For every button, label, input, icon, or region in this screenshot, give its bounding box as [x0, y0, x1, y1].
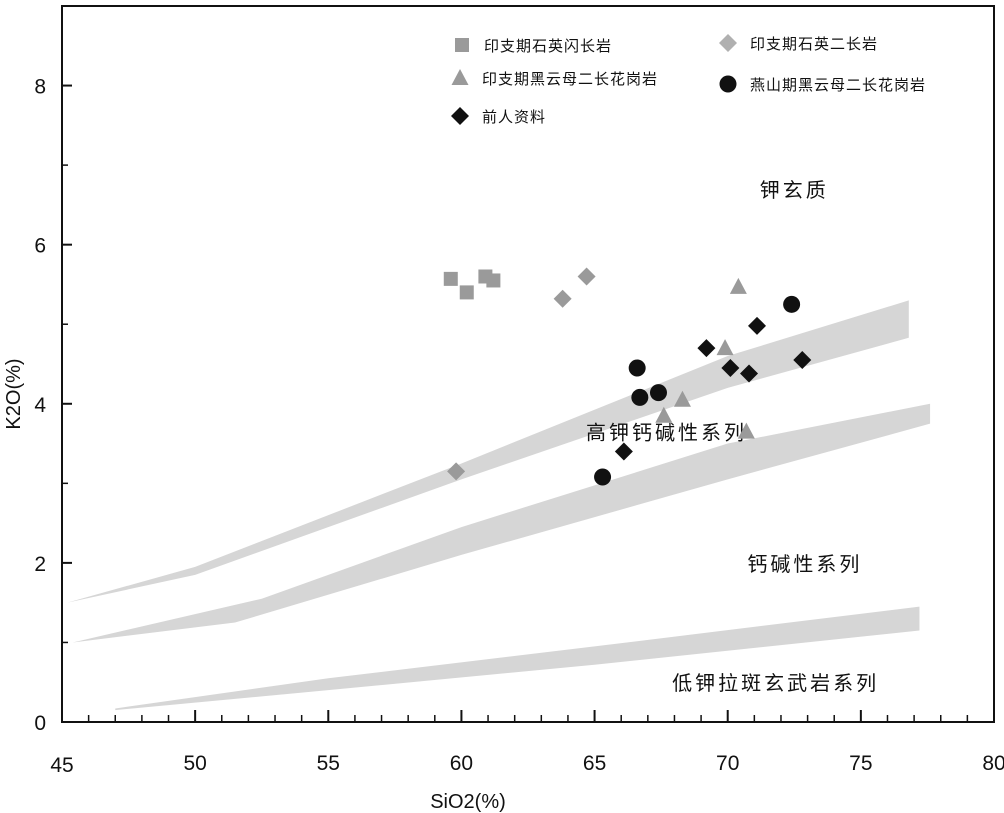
x-tick-label: 60 [450, 752, 473, 775]
data-point-series-1 [459, 285, 474, 300]
x-axis-title: SiO2(%) [430, 791, 506, 813]
data-point-series-3 [737, 422, 755, 439]
y-tick-label: 6 [34, 235, 46, 258]
data-points [443, 267, 812, 486]
data-point-series-3 [729, 277, 747, 294]
x-tick-label: 45 [50, 754, 73, 777]
data-point-series-2 [553, 289, 572, 308]
plot-frame [61, 5, 995, 723]
data-point-series-5 [740, 364, 759, 383]
legend-label: 印支期石英二长岩 [750, 35, 878, 53]
x-tick-label: 75 [849, 752, 872, 775]
boundary-band-1 [67, 300, 909, 603]
data-point-series-5 [721, 358, 740, 377]
boundary-band-2 [72, 403, 931, 643]
data-point-series-2 [577, 267, 596, 286]
y-tick-label: 2 [34, 553, 46, 576]
boundary-band-3 [115, 606, 920, 711]
data-point-series-5 [614, 442, 633, 461]
region-label: 高钾钙碱性系列 [586, 421, 747, 445]
data-point-series-5 [697, 339, 716, 358]
data-point-series-1 [486, 273, 501, 288]
y-tick-label: 0 [34, 712, 46, 735]
legend-marker [719, 75, 737, 93]
legend-marker [719, 34, 737, 52]
data-point-series-4 [628, 359, 646, 377]
legend-marker [455, 38, 469, 52]
data-point-series-4 [783, 295, 801, 313]
data-point-series-4 [631, 388, 649, 406]
legend-label: 前人资料 [482, 108, 546, 126]
x-tick-label: 55 [317, 752, 340, 775]
boundary-bands [67, 300, 931, 711]
legend-label: 印支期石英闪长岩 [484, 37, 612, 55]
data-point-series-3 [716, 339, 734, 356]
x-tick-label: 70 [716, 752, 739, 775]
data-point-series-4 [594, 468, 612, 486]
y-tick-label: 4 [34, 394, 46, 417]
axes: 45 50 55 60 65 70 75 80 0 2 4 6 8 [34, 76, 1004, 777]
data-point-series-4 [649, 384, 667, 402]
y-tick-label: 8 [34, 76, 46, 99]
data-point-series-5 [748, 316, 767, 335]
x-tick-label: 50 [183, 752, 206, 775]
data-point-series-2 [447, 462, 466, 481]
region-label: 钾玄质 [760, 178, 829, 202]
legend-marker [451, 69, 469, 85]
data-point-series-5 [793, 351, 812, 370]
region-label: 钙碱性系列 [747, 552, 862, 576]
y-axis-title: K2O(%) [3, 358, 25, 429]
legend-label: 燕山期黑云母二长花岗岩 [750, 76, 926, 94]
data-point-series-3 [655, 406, 673, 423]
data-point-series-1 [443, 271, 458, 286]
legend-marker [451, 107, 469, 125]
x-tick-label: 65 [583, 752, 606, 775]
x-tick-label: 80 [982, 752, 1004, 775]
data-point-series-3 [673, 390, 691, 407]
region-label: 低钾拉斑玄武岩系列 [672, 671, 879, 695]
legend-label: 印支期黑云母二长花岗岩 [482, 70, 658, 88]
